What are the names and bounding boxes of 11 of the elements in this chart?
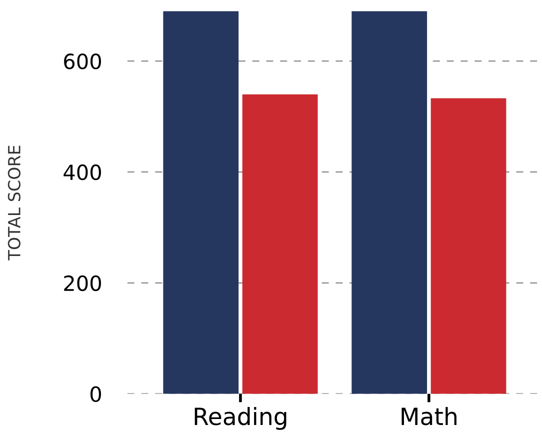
- x-tick-label: Reading: [194, 407, 286, 430]
- y-tick-label: 200: [64, 275, 101, 292]
- bar: [242, 94, 318, 394]
- y-axis-title: TOTAL SCORE: [8, 146, 20, 260]
- bar: [163, 11, 239, 394]
- y-tick-label: 600: [64, 53, 101, 70]
- bar: [352, 11, 428, 394]
- bar: [430, 98, 506, 394]
- x-tick-label: Math: [402, 407, 456, 426]
- y-tick-label: 400: [64, 164, 101, 180]
- y-tick-label: 0: [90, 386, 101, 402]
